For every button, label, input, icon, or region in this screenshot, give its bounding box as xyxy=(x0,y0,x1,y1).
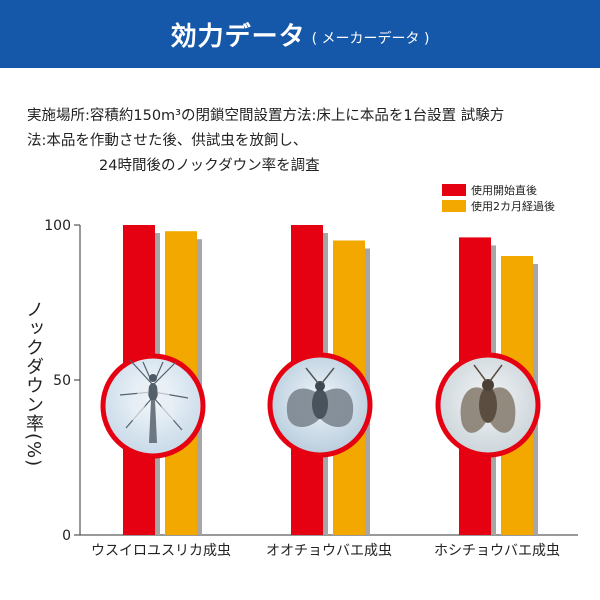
y-axis-label: ノックダウン率(%) xyxy=(23,300,44,468)
midge-photo xyxy=(100,353,206,459)
y-tick-label: 100 xyxy=(44,218,71,234)
test-description: 実施場所:容積約150m³の閉鎖空間設置方法:床上に本品を1台設置 試験方 法:… xyxy=(27,104,587,179)
moth-fly-photo-2 xyxy=(435,352,541,458)
y-tick-label: 0 xyxy=(62,528,71,544)
chart-legend: 使用開始直後 使用2カ月経過後 xyxy=(442,182,555,214)
legend-swatch xyxy=(442,200,466,212)
page-title: 効力データ xyxy=(170,21,306,52)
category-labels: ウスイロユスリカ成虫 オオチョウバエ成虫 ホシチョウバエ成虫 xyxy=(91,543,560,559)
y-tick-label: 50 xyxy=(53,373,71,389)
legend-label: 使用2カ月経過後 xyxy=(471,200,555,213)
category-label: ホシチョウバエ成虫 xyxy=(434,543,560,559)
header-banner: 効力データ ( メーカーデータ ) xyxy=(0,0,600,68)
category-label: オオチョウバエ成虫 xyxy=(266,543,392,559)
moth-fly-photo xyxy=(267,352,373,458)
description-line-1: 実施場所:容積約150m³の閉鎖空間設置方法:床上に本品を1台設置 試験方 xyxy=(27,108,505,124)
description-line-3: 24時間後のノックダウン率を調査 xyxy=(99,158,320,174)
insect-images xyxy=(100,352,541,459)
description-line-2: 法:本品を作動させた後、供試虫を放飼し、 xyxy=(27,133,308,149)
category-label: ウスイロユスリカ成虫 xyxy=(91,543,231,559)
legend-item: 使用2カ月経過後 xyxy=(442,198,555,214)
legend-item: 使用開始直後 xyxy=(442,182,555,198)
legend-swatch xyxy=(442,184,466,196)
legend-label: 使用開始直後 xyxy=(471,184,537,197)
page-subtitle: ( メーカーデータ ) xyxy=(311,31,430,47)
